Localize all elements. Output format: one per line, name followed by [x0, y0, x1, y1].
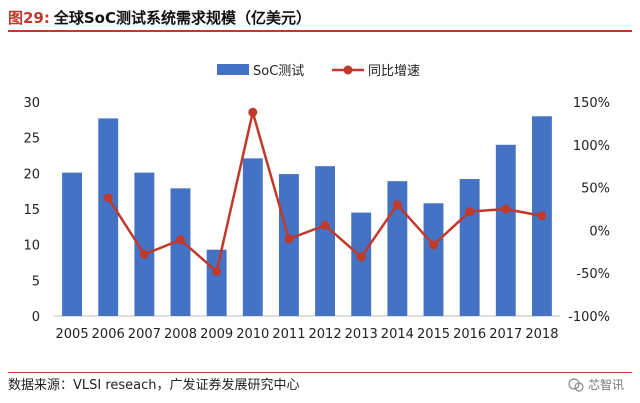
growth-point	[212, 266, 222, 276]
watermark-text: 芯智讯	[587, 378, 624, 392]
growth-point	[465, 207, 475, 217]
y-left-tick-label: 5	[32, 274, 40, 289]
y-right-tick-label: 50%	[581, 182, 610, 197]
growth-point	[537, 211, 547, 221]
y-left-tick-label: 30	[23, 96, 40, 111]
bar	[170, 188, 191, 316]
x-tick-label: 2011	[272, 327, 305, 342]
bar	[242, 158, 263, 316]
x-tick-label: 2008	[164, 327, 197, 342]
bar	[387, 181, 408, 316]
x-tick-label: 2006	[92, 327, 125, 342]
legend-line-label: 同比增速	[368, 64, 420, 79]
growth-point	[139, 249, 149, 259]
y-right-tick-label: -50%	[576, 267, 610, 282]
bar	[62, 172, 83, 316]
legend-bar-swatch	[217, 64, 249, 75]
growth-point	[356, 252, 366, 262]
bar	[495, 144, 516, 316]
source-note: 数据来源：VLSI reseach，广发证券发展研究中心	[8, 372, 632, 398]
y-left-tick-label: 0	[32, 310, 40, 325]
y-right-tick-label: 100%	[573, 139, 610, 154]
x-tick-label: 2009	[200, 327, 233, 342]
growth-point	[429, 240, 438, 250]
growth-point	[176, 235, 185, 245]
x-tick-label: 2007	[128, 327, 161, 342]
y-left-tick-label: 20	[23, 167, 40, 182]
figure-title: 图29: 全球SoC测试系统需求规模（亿美元）	[8, 4, 632, 32]
x-tick-label: 2012	[309, 327, 342, 342]
x-tick-label: 2010	[236, 327, 269, 342]
growth-point	[103, 193, 113, 203]
y-left-tick-label: 25	[23, 132, 40, 147]
bar	[423, 203, 444, 316]
x-tick-label: 2013	[345, 327, 378, 342]
legend-bar-label: SoC测试	[253, 64, 304, 79]
figure-label: 图29:	[8, 9, 50, 27]
x-tick-label: 2005	[56, 327, 89, 342]
bar	[278, 174, 299, 316]
y-right-tick-label: 0%	[589, 224, 610, 239]
bar	[315, 166, 336, 316]
x-tick-label: 2014	[381, 327, 414, 342]
y-left-tick-label: 15	[23, 203, 40, 218]
bar	[134, 172, 155, 316]
growth-point	[320, 220, 330, 230]
growth-point	[248, 107, 258, 117]
growth-point	[392, 200, 402, 210]
bar	[459, 179, 480, 316]
legend-line-marker	[343, 65, 353, 75]
x-tick-label: 2017	[489, 327, 522, 342]
figure-title-text: 全球SoC测试系统需求规模（亿美元）	[53, 9, 311, 27]
x-tick-label: 2018	[525, 327, 558, 342]
watermark: 芯智讯	[568, 372, 624, 398]
wechat-icon	[568, 378, 584, 392]
bar	[98, 118, 119, 316]
growth-point	[284, 234, 294, 244]
bar	[206, 249, 227, 316]
x-tick-label: 2015	[417, 327, 450, 342]
y-right-tick-label: -100%	[568, 310, 610, 325]
growth-point	[501, 204, 511, 214]
y-right-tick-label: 150%	[573, 96, 610, 111]
bar	[351, 212, 372, 316]
x-tick-label: 2016	[453, 327, 486, 342]
y-left-tick-label: 10	[23, 239, 40, 254]
